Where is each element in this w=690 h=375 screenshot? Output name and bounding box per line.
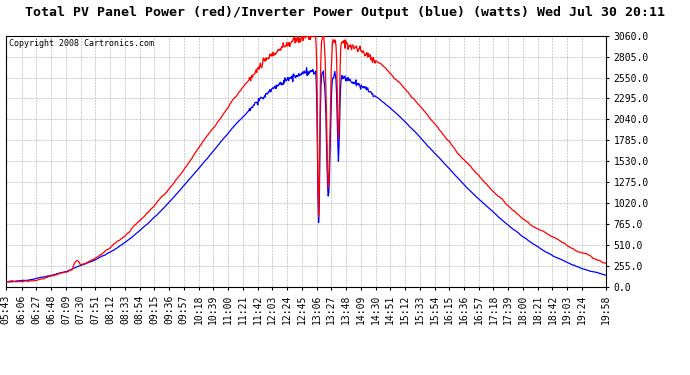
Text: Total PV Panel Power (red)/Inverter Power Output (blue) (watts) Wed Jul 30 20:11: Total PV Panel Power (red)/Inverter Powe… xyxy=(25,6,665,19)
Text: Copyright 2008 Cartronics.com: Copyright 2008 Cartronics.com xyxy=(8,39,153,48)
